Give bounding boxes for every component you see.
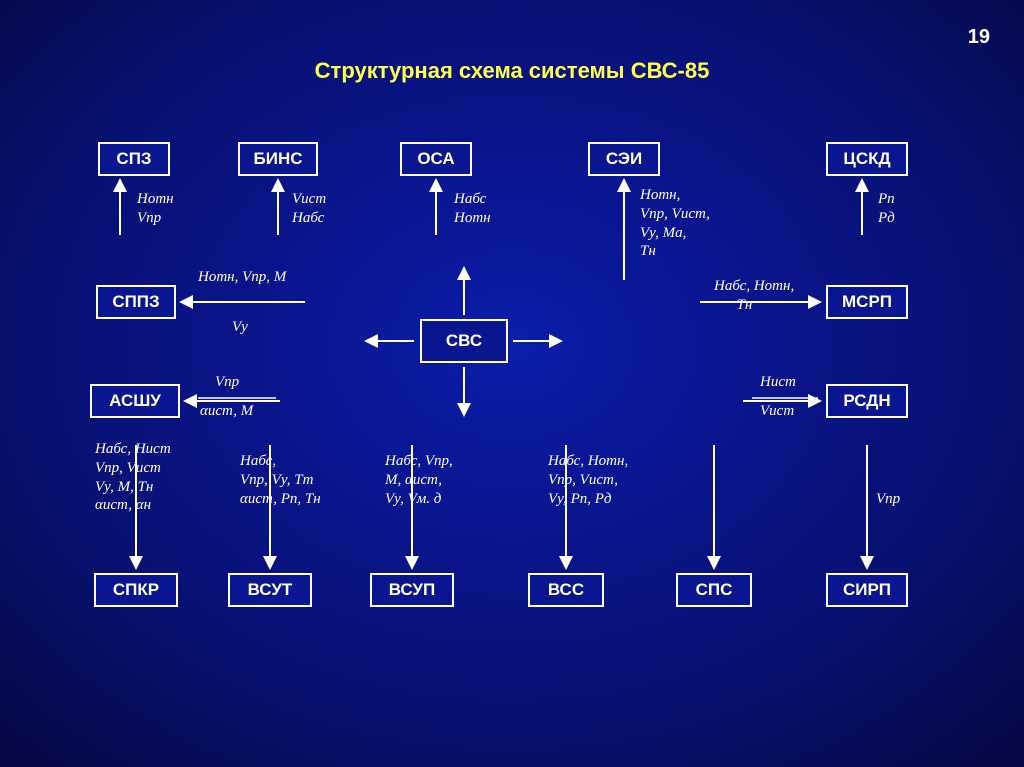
edge-label-14: Hабс, Vпр, M, αист, Vу, Vм. д (385, 452, 515, 508)
edge-label-11: Vист (760, 402, 794, 421)
node-sei: СЭИ (588, 142, 660, 176)
node-vss: ВСС (528, 573, 604, 607)
node-osa: ОСА (400, 142, 472, 176)
node-bins: БИНС (238, 142, 318, 176)
edge-label-2: Hабс Hотн (454, 190, 491, 228)
edge-label-13: Hабс, Vпр, Vу, Tт αист, Pп, Tн (240, 452, 370, 508)
edge-label-3: Hотн, Vпр, Vист, Vу, Mа, Tн (640, 186, 710, 261)
diagram-title: Структурная схема системы СВС-85 (0, 58, 1024, 84)
edge-label-8: Vпр (215, 373, 239, 392)
edge-label-7: Hабс, Hотн, Tн (714, 277, 794, 315)
edge-label-16: Vпр (876, 490, 900, 509)
node-sppz: СППЗ (96, 285, 176, 319)
edge-label-10: Hист (760, 373, 796, 392)
edge-label-4: Pп Pд (878, 190, 895, 228)
edge-label-9: αист, M (200, 402, 253, 421)
edge-label-12: Hабс, Hист Vпр, Vист Vу, M, Tн αист, αн (95, 440, 225, 515)
edge-label-1: Vист Hабс (292, 190, 326, 228)
page-number: 19 (968, 26, 990, 49)
node-rsdn: РСДН (826, 384, 908, 418)
node-msrp: МСРП (826, 285, 908, 319)
node-sps: СПС (676, 573, 752, 607)
node-spz: СПЗ (98, 142, 170, 176)
node-vsup: ВСУП (370, 573, 454, 607)
diagram-stage: 19 Структурная схема системы СВС-85 СПЗ Б… (0, 0, 1024, 767)
node-ashu: АСШУ (90, 384, 180, 418)
edge-label-0: Hотн Vпр (137, 190, 174, 228)
edge-label-15: Hабс, Hотн, Vпр, Vист, Vу, Pп, Pд (548, 452, 688, 508)
node-svs: СВС (420, 319, 508, 363)
node-sirp: СИРП (826, 573, 908, 607)
edge-label-6: Vу (232, 318, 248, 337)
node-vsut: ВСУТ (228, 573, 312, 607)
edge-label-5: Hотн, Vпр, M (198, 268, 286, 287)
node-cskd: ЦСКД (826, 142, 908, 176)
node-spkr: СПКР (94, 573, 178, 607)
